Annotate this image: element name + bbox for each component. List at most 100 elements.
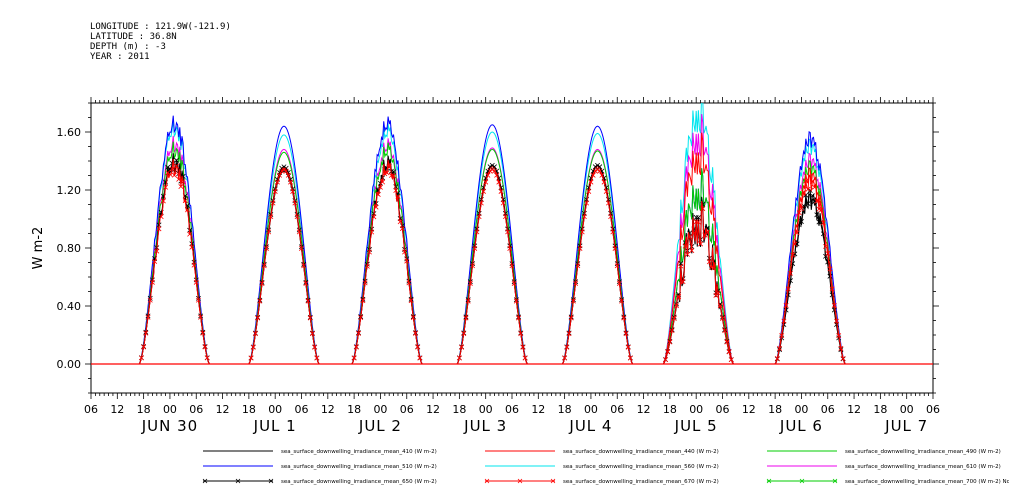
series-marker-670 [176, 176, 182, 182]
series-marker-670 [798, 206, 804, 212]
series-marker-670 [498, 188, 504, 194]
y-axis-label: W m-2 [31, 227, 46, 270]
series-marker-670 [603, 188, 609, 194]
series-marker-670 [494, 172, 500, 178]
series-marker-670 [292, 200, 298, 206]
series-marker-650 [391, 169, 397, 175]
series-marker-670 [605, 200, 611, 206]
x-hour-label: 18 [137, 403, 151, 416]
series-marker-650 [605, 196, 611, 202]
series-marker-670 [465, 298, 471, 304]
series-marker-650 [478, 196, 484, 202]
series-marker-670 [807, 173, 813, 179]
series-marker-670 [625, 344, 631, 350]
series-marker-670 [500, 200, 506, 206]
series-marker-670 [700, 206, 706, 212]
series-marker-670 [309, 331, 315, 337]
series-marker-670 [781, 318, 787, 324]
series-marker-670 [726, 349, 732, 355]
series-marker-670 [364, 263, 370, 269]
series-marker-670 [483, 179, 489, 185]
series-marker-670 [377, 184, 383, 190]
series-marker-670 [516, 315, 522, 321]
x-hour-label: 12 [110, 403, 124, 416]
series-marker-670 [777, 345, 782, 351]
series-marker-670 [270, 200, 276, 206]
series-marker-670 [384, 170, 390, 176]
series-marker-670 [803, 178, 809, 184]
legend-label-650: sea_surface_downwelling_irradiance_mean_… [281, 479, 437, 485]
x-hour-label: 18 [873, 403, 887, 416]
series-marker-670 [509, 263, 515, 269]
x-date-label: JUL 3 [463, 417, 507, 435]
series-marker-670 [167, 171, 173, 177]
series-marker-670 [711, 265, 717, 271]
x-hour-label: 18 [242, 403, 256, 416]
series-marker-670 [570, 298, 576, 304]
series-marker-670 [590, 172, 596, 178]
x-hour-label: 00 [373, 403, 387, 416]
series-marker-670 [386, 164, 392, 170]
series-marker-670 [395, 193, 401, 199]
series-marker-670 [722, 328, 728, 334]
series-marker-670 [481, 188, 486, 194]
series-marker-670 [779, 333, 785, 339]
x-hour-label: 00 [900, 403, 914, 416]
series-marker-670 [575, 263, 581, 269]
series-marker-670 [149, 279, 155, 285]
series-marker-670 [180, 179, 186, 185]
x-hour-label: 00 [268, 403, 282, 416]
series-marker-670 [825, 250, 831, 256]
x-hour-label: 00 [794, 403, 808, 416]
x-hour-label: 00 [163, 403, 177, 416]
legend-label-490: sea_surface_downwelling_irradiance_mean_… [845, 449, 1001, 455]
legend-label-610: sea_surface_downwelling_irradiance_mean_… [845, 464, 1001, 470]
series-marker-670 [410, 315, 416, 321]
series-marker-670 [463, 315, 469, 321]
legend-label-670: sea_surface_downwelling_irradiance_mean_… [563, 479, 719, 485]
series-marker-650 [595, 162, 600, 168]
series-marker-670 [621, 315, 627, 321]
series-marker-670 [619, 298, 625, 304]
series-marker-670 [259, 281, 265, 287]
series-marker-670 [680, 279, 686, 285]
series-marker-670 [174, 163, 179, 169]
x-hour-label: 06 [84, 403, 98, 416]
series-marker-650 [823, 253, 829, 259]
series-marker-650 [491, 164, 497, 170]
series-marker-670 [397, 219, 403, 225]
series-marker-670 [838, 345, 844, 351]
series-marker-670 [564, 344, 570, 350]
series-marker-650 [816, 219, 822, 225]
series-marker-670 [360, 298, 366, 304]
series-marker-650 [783, 307, 789, 313]
series-marker-670 [818, 207, 824, 213]
x-hour-label: 06 [926, 403, 940, 416]
series-marker-670 [676, 294, 682, 299]
x-hour-label: 00 [689, 403, 703, 416]
series-marker-670 [371, 214, 377, 220]
series-marker-670 [261, 263, 267, 269]
y-tick-label: 1.20 [57, 184, 82, 197]
series-marker-670 [393, 188, 399, 194]
series-marker-670 [314, 355, 320, 361]
series-marker-670 [248, 355, 254, 361]
series-marker-670 [840, 355, 846, 361]
series-marker-670 [566, 331, 572, 337]
y-tick-label: 0.40 [57, 300, 82, 313]
series-marker-670 [413, 330, 419, 336]
series-marker-670 [156, 226, 162, 232]
series-marker-670 [472, 245, 478, 251]
series-marker-670 [720, 315, 725, 321]
x-hour-label: 06 [400, 403, 414, 416]
series-marker-670 [193, 279, 199, 285]
series-marker-670 [684, 251, 690, 257]
series-marker-670 [358, 315, 364, 321]
series-marker-670 [272, 188, 278, 194]
series-line-510 [91, 115, 933, 365]
series-marker-670 [485, 172, 491, 178]
series-marker-670 [191, 262, 197, 268]
series-marker-670 [595, 167, 600, 173]
series-marker-670 [623, 331, 629, 337]
series-marker-650 [827, 273, 833, 279]
